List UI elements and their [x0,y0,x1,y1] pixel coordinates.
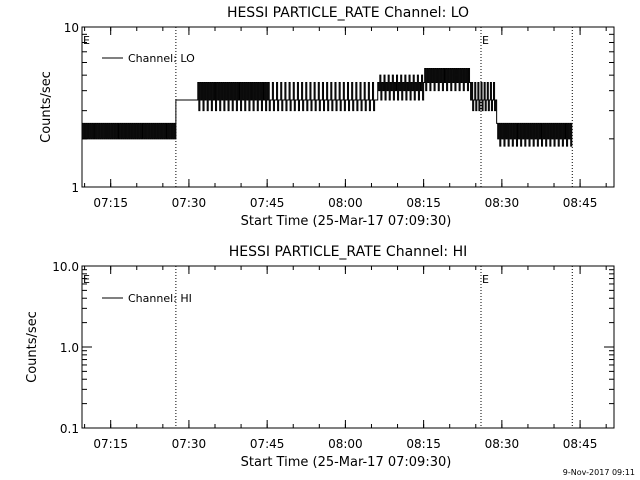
y-tick-label: 0.1 [60,422,79,436]
legend: Channel: LO [102,52,195,65]
panel-lo: HESSI PARTICLE_RATE Channel: LO 07:15 07:… [39,5,615,229]
x-tick-label: 08:45 [563,196,598,210]
footer-timestamp: 9-Nov-2017 09:11 [563,468,635,477]
y-tick-label: 1.0 [60,341,79,355]
x-tick-label: 08:00 [328,437,363,451]
x-tick-label: 08:30 [485,196,520,210]
chart-title: HESSI PARTICLE_RATE Channel: HI [229,244,467,260]
x-axis-label: Start Time (25-Mar-17 07:09:30) [241,455,452,470]
x-tick-label: 08:15 [406,196,441,210]
panel-hi: HESSI PARTICLE_RATE Channel: HI 07:15 07:… [25,244,615,470]
y-axis-label: Counts/sec [25,311,40,383]
event-marker-label: E [83,34,90,47]
x-tick-label: 07:30 [172,437,207,451]
legend-label: Channel: LO [128,52,195,65]
x-tick-label: 08:15 [406,437,441,451]
y-tick-label: 10.0 [52,260,79,274]
x-tick-label: 07:15 [93,196,128,210]
legend: Channel: HI [102,292,192,305]
y-axis-label: Counts/sec [39,71,54,143]
event-marker-label: E [482,273,489,286]
x-tick-label: 08:30 [485,437,520,451]
x-tick-label: 07:30 [172,196,207,210]
event-marker-label: E [83,273,90,286]
x-tick-label: 07:15 [93,437,128,451]
y-tick-label: 1 [71,181,79,195]
plot-frame [81,265,615,429]
plot-frame [81,26,615,188]
event-marker-label: E [482,34,489,47]
x-axis-label: Start Time (25-Mar-17 07:09:30) [241,214,452,229]
x-tick-label: 08:00 [328,196,363,210]
x-tick-label: 07:45 [250,196,285,210]
legend-label: Channel: HI [128,292,192,305]
x-tick-label: 08:45 [563,437,598,451]
chart-title: HESSI PARTICLE_RATE Channel: LO [227,5,469,21]
series-line-0 [82,68,573,147]
x-tick-label: 07:45 [250,437,285,451]
y-tick-label: 10 [64,21,79,35]
